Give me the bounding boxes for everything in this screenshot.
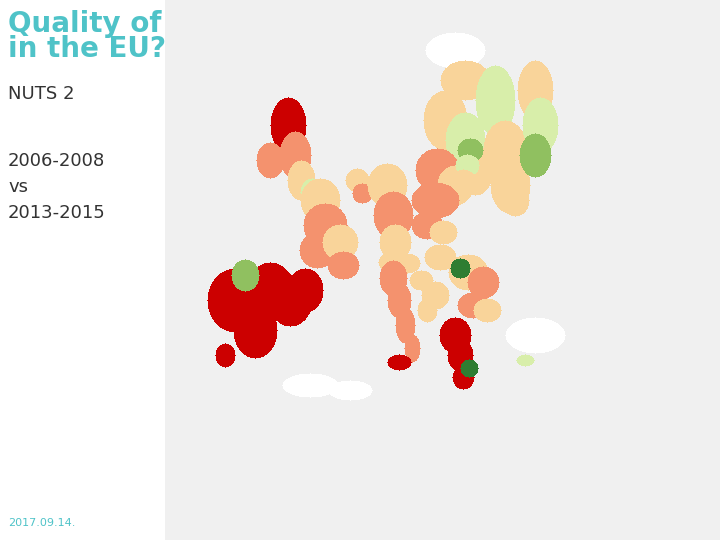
Bar: [593, 161, 611, 177]
Text: Missing: Missing: [616, 111, 660, 124]
Text: Quality of governance convergence: Quality of governance convergence: [8, 10, 564, 38]
Text: 10 - 25: 10 - 25: [616, 267, 657, 280]
Text: -10 - -5: -10 - -5: [616, 163, 659, 176]
Bar: [593, 265, 611, 281]
Bar: [593, 109, 611, 125]
Bar: [593, 187, 611, 203]
Bar: [593, 213, 611, 229]
Text: 5 - 10: 5 - 10: [616, 240, 650, 253]
Text: 0 - 5: 0 - 5: [616, 214, 643, 227]
Text: 2017.09.14.: 2017.09.14.: [8, 518, 76, 528]
FancyBboxPatch shape: [566, 101, 713, 273]
Text: -5 - 0: -5 - 0: [616, 188, 647, 201]
Text: vs: vs: [8, 178, 28, 196]
Bar: [593, 239, 611, 255]
Text: NUTS 2: NUTS 2: [8, 85, 74, 103]
Bar: [593, 135, 611, 151]
Text: 2006-2008: 2006-2008: [8, 152, 105, 170]
Text: 2013-2015: 2013-2015: [8, 204, 106, 222]
Text: -25 - -10: -25 - -10: [616, 137, 667, 150]
Text: in the EU?: in the EU?: [8, 35, 166, 63]
